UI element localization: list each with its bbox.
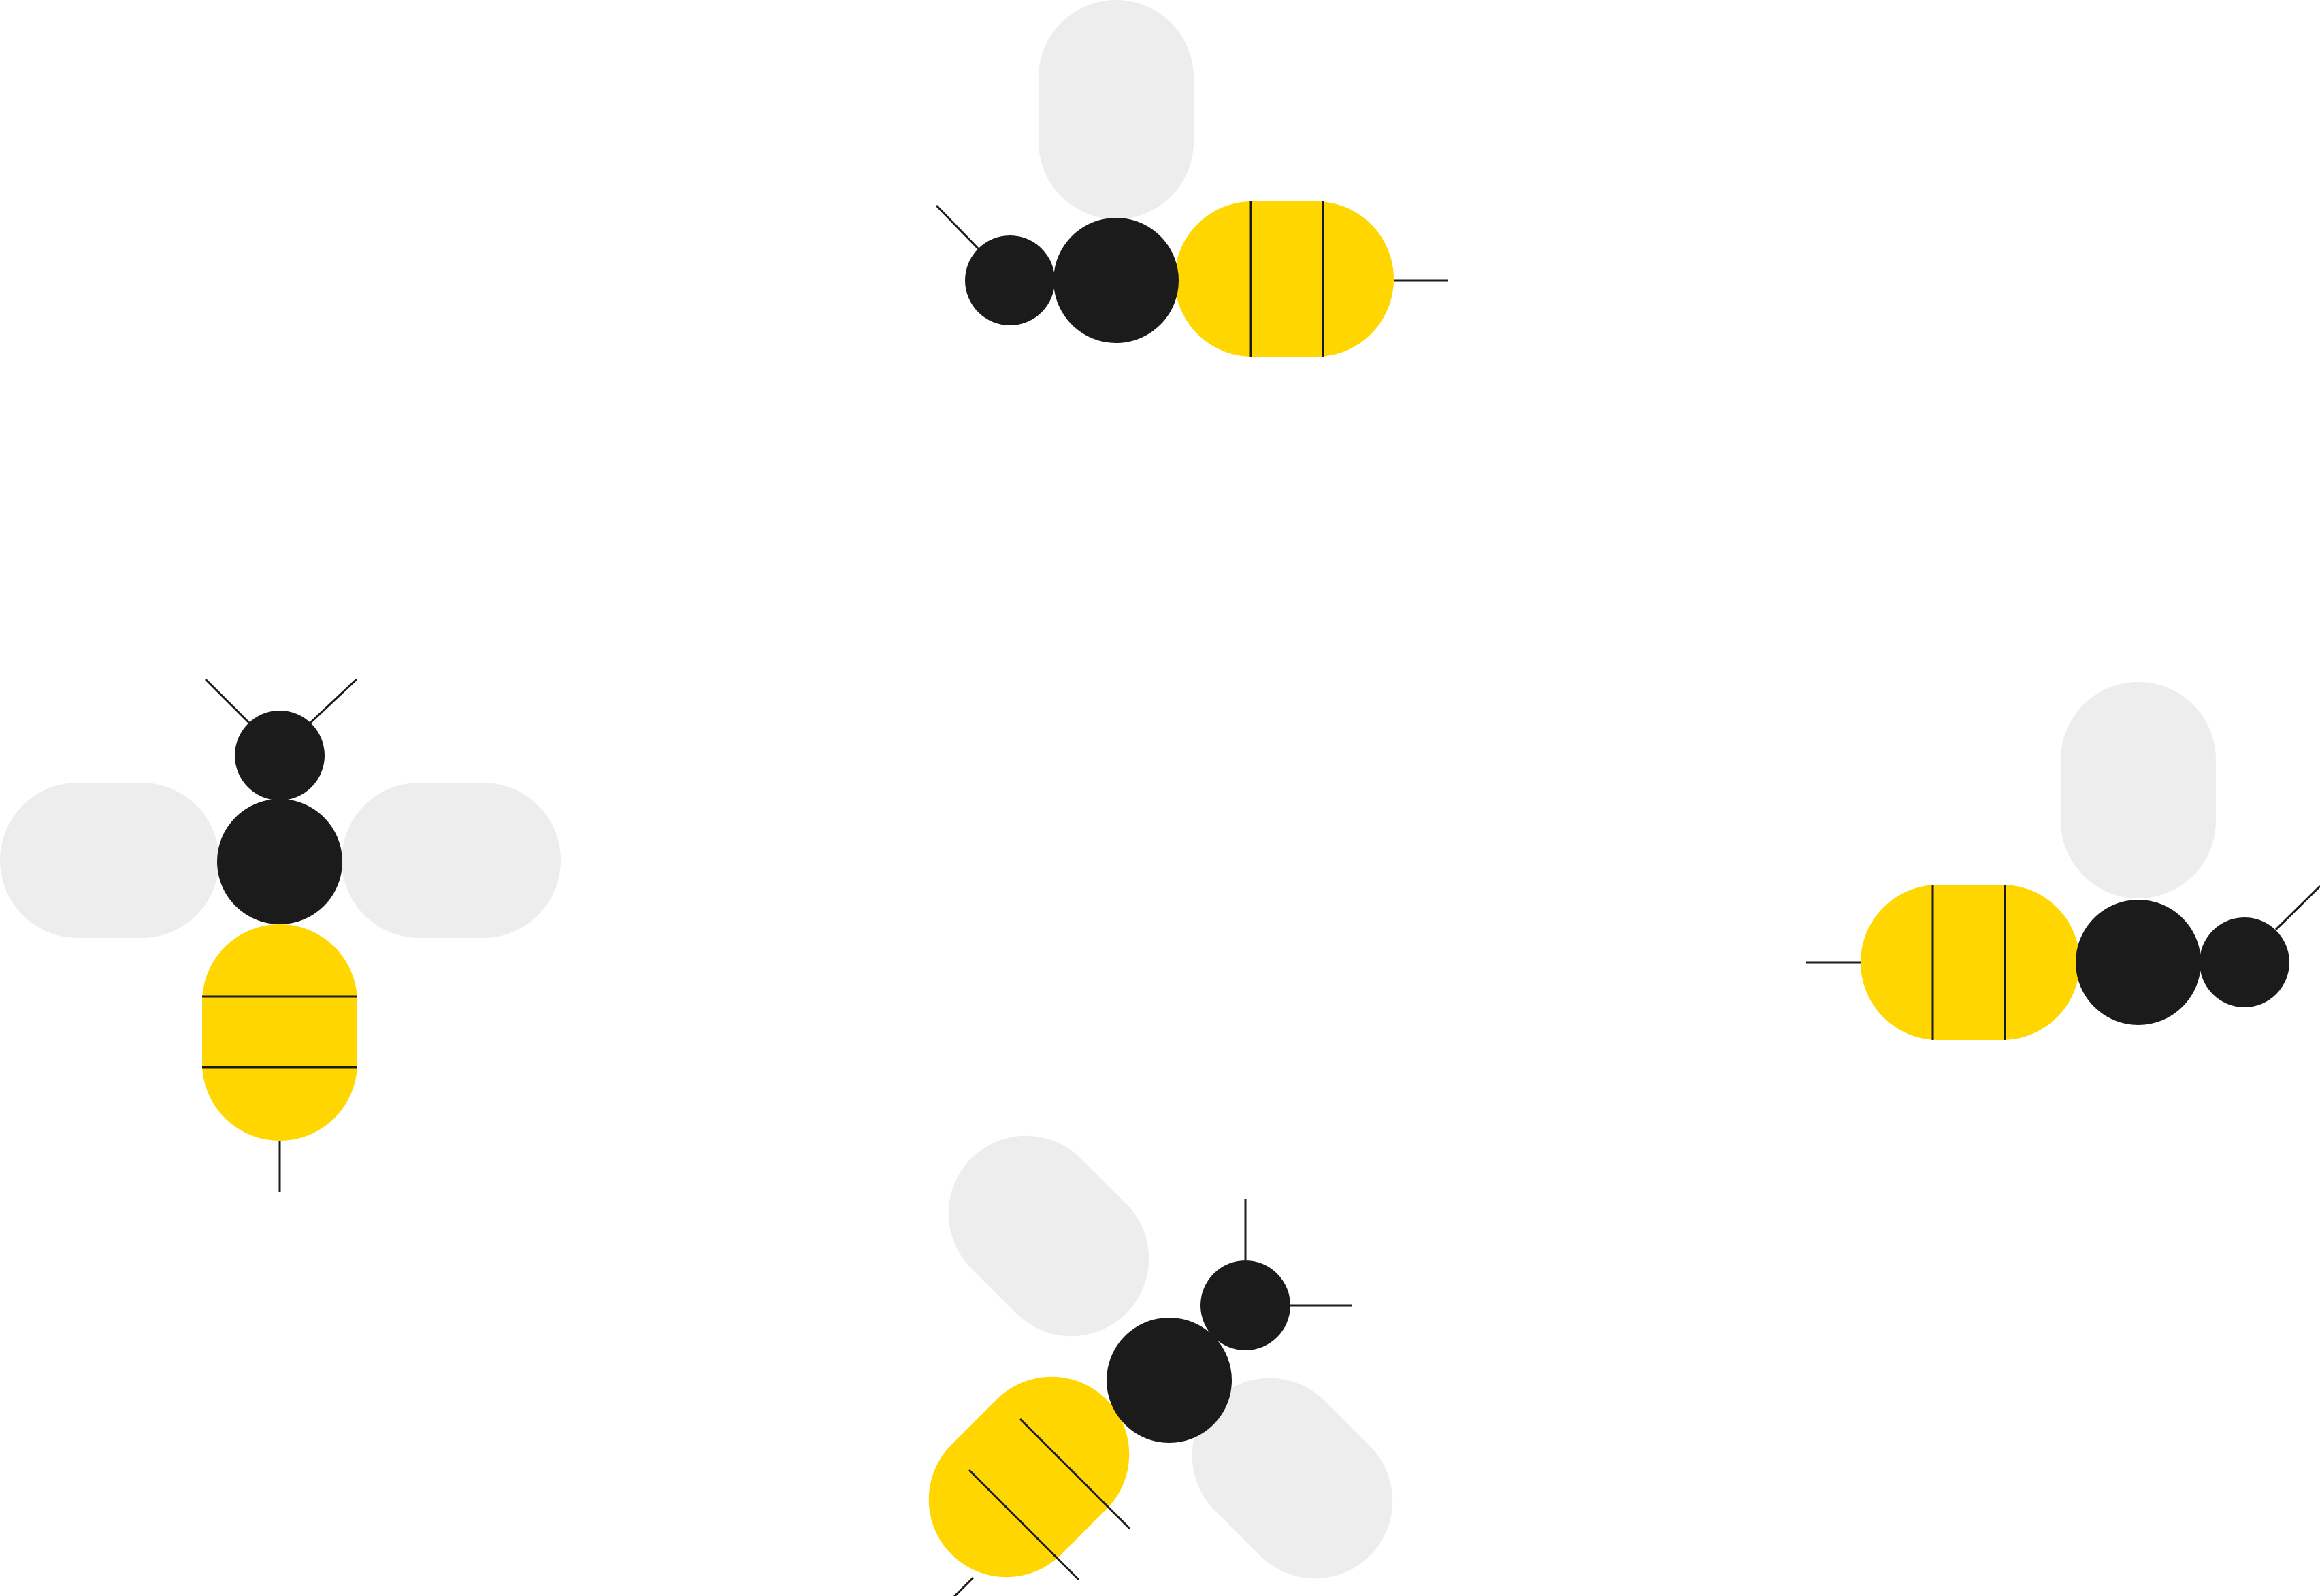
abdomen <box>202 924 357 1141</box>
wing-left <box>948 1135 1149 1337</box>
antenna <box>935 204 980 250</box>
bee-right <box>1806 682 2320 1040</box>
thorax <box>2076 900 2201 1025</box>
head <box>1200 1260 1290 1350</box>
abdomen <box>928 1376 1130 1578</box>
antenna <box>309 678 358 724</box>
head <box>235 711 325 800</box>
abdomen-stripe <box>1019 1418 1131 1530</box>
wing <box>1039 0 1194 219</box>
head <box>2200 917 2289 1007</box>
bee-left <box>0 678 561 1192</box>
wing-left <box>0 783 219 938</box>
thorax <box>1053 218 1179 343</box>
antenna <box>204 678 250 724</box>
bee-bottom <box>928 1135 1393 1596</box>
wing-right <box>1192 1378 1393 1579</box>
wing <box>2061 682 2216 898</box>
abdomen <box>1175 201 1394 357</box>
antenna <box>2274 885 2320 931</box>
head <box>965 235 1055 325</box>
stinger <box>953 1576 975 1596</box>
thorax <box>1107 1318 1232 1443</box>
abdomen-stripe <box>968 1469 1080 1581</box>
wing-right <box>342 783 561 938</box>
bee-top <box>935 0 1448 357</box>
thorax <box>217 799 342 924</box>
abdomen <box>1861 885 2080 1040</box>
